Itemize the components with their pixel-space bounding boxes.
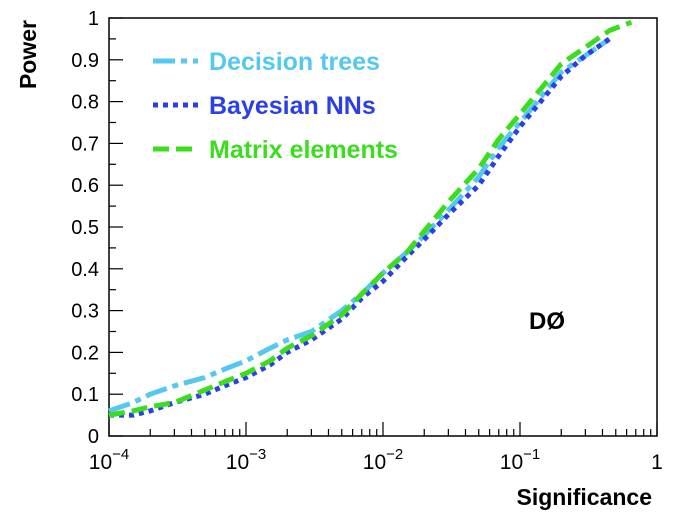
legend-label: Bayesian NNs bbox=[209, 92, 376, 120]
x-tick-label: 10−1 bbox=[500, 446, 540, 474]
x-tick-exponent: −1 bbox=[523, 446, 540, 463]
x-tick-label: 10−2 bbox=[363, 446, 403, 474]
y-tick-label: 0.6 bbox=[71, 175, 99, 197]
y-tick-label: 0.9 bbox=[71, 50, 99, 72]
experiment-annotation: DØ bbox=[529, 308, 565, 335]
series-line-matrix-elements bbox=[108, 19, 633, 418]
x-tick-label: 10−4 bbox=[89, 446, 129, 474]
x-tick-base: 10 bbox=[89, 451, 112, 474]
y-tick-label: 0.1 bbox=[71, 384, 99, 406]
x-tick-base: 1 bbox=[651, 451, 663, 474]
y-tick-label: 0.3 bbox=[71, 301, 99, 323]
y-tick-label: 0.8 bbox=[71, 92, 99, 114]
x-tick-base: 10 bbox=[500, 451, 523, 474]
legend-label: Decision trees bbox=[209, 48, 380, 76]
x-tick-base: 10 bbox=[363, 451, 386, 474]
y-tick-label: 0.4 bbox=[71, 259, 99, 281]
y-tick-label: 0.2 bbox=[71, 342, 99, 364]
x-tick-base: 10 bbox=[226, 451, 249, 474]
y-tick-label: 0 bbox=[88, 426, 99, 448]
x-tick-exponent: −4 bbox=[112, 446, 129, 463]
x-tick-label: 10−3 bbox=[226, 446, 266, 474]
legend-label: Matrix elements bbox=[209, 136, 398, 164]
x-tick-label: 1 bbox=[651, 451, 663, 474]
y-axis-label: Power bbox=[15, 20, 41, 89]
y-tick-label: 1 bbox=[88, 8, 99, 30]
y-tick-label: 0.5 bbox=[71, 217, 99, 239]
x-axis-label: Significance bbox=[517, 484, 652, 510]
x-tick-exponent: −3 bbox=[249, 446, 266, 463]
series-line-bayesian-nns bbox=[109, 36, 611, 418]
plot-frame bbox=[108, 17, 658, 437]
y-tick-label: 0.7 bbox=[71, 133, 99, 155]
x-tick-exponent: −2 bbox=[386, 446, 403, 463]
